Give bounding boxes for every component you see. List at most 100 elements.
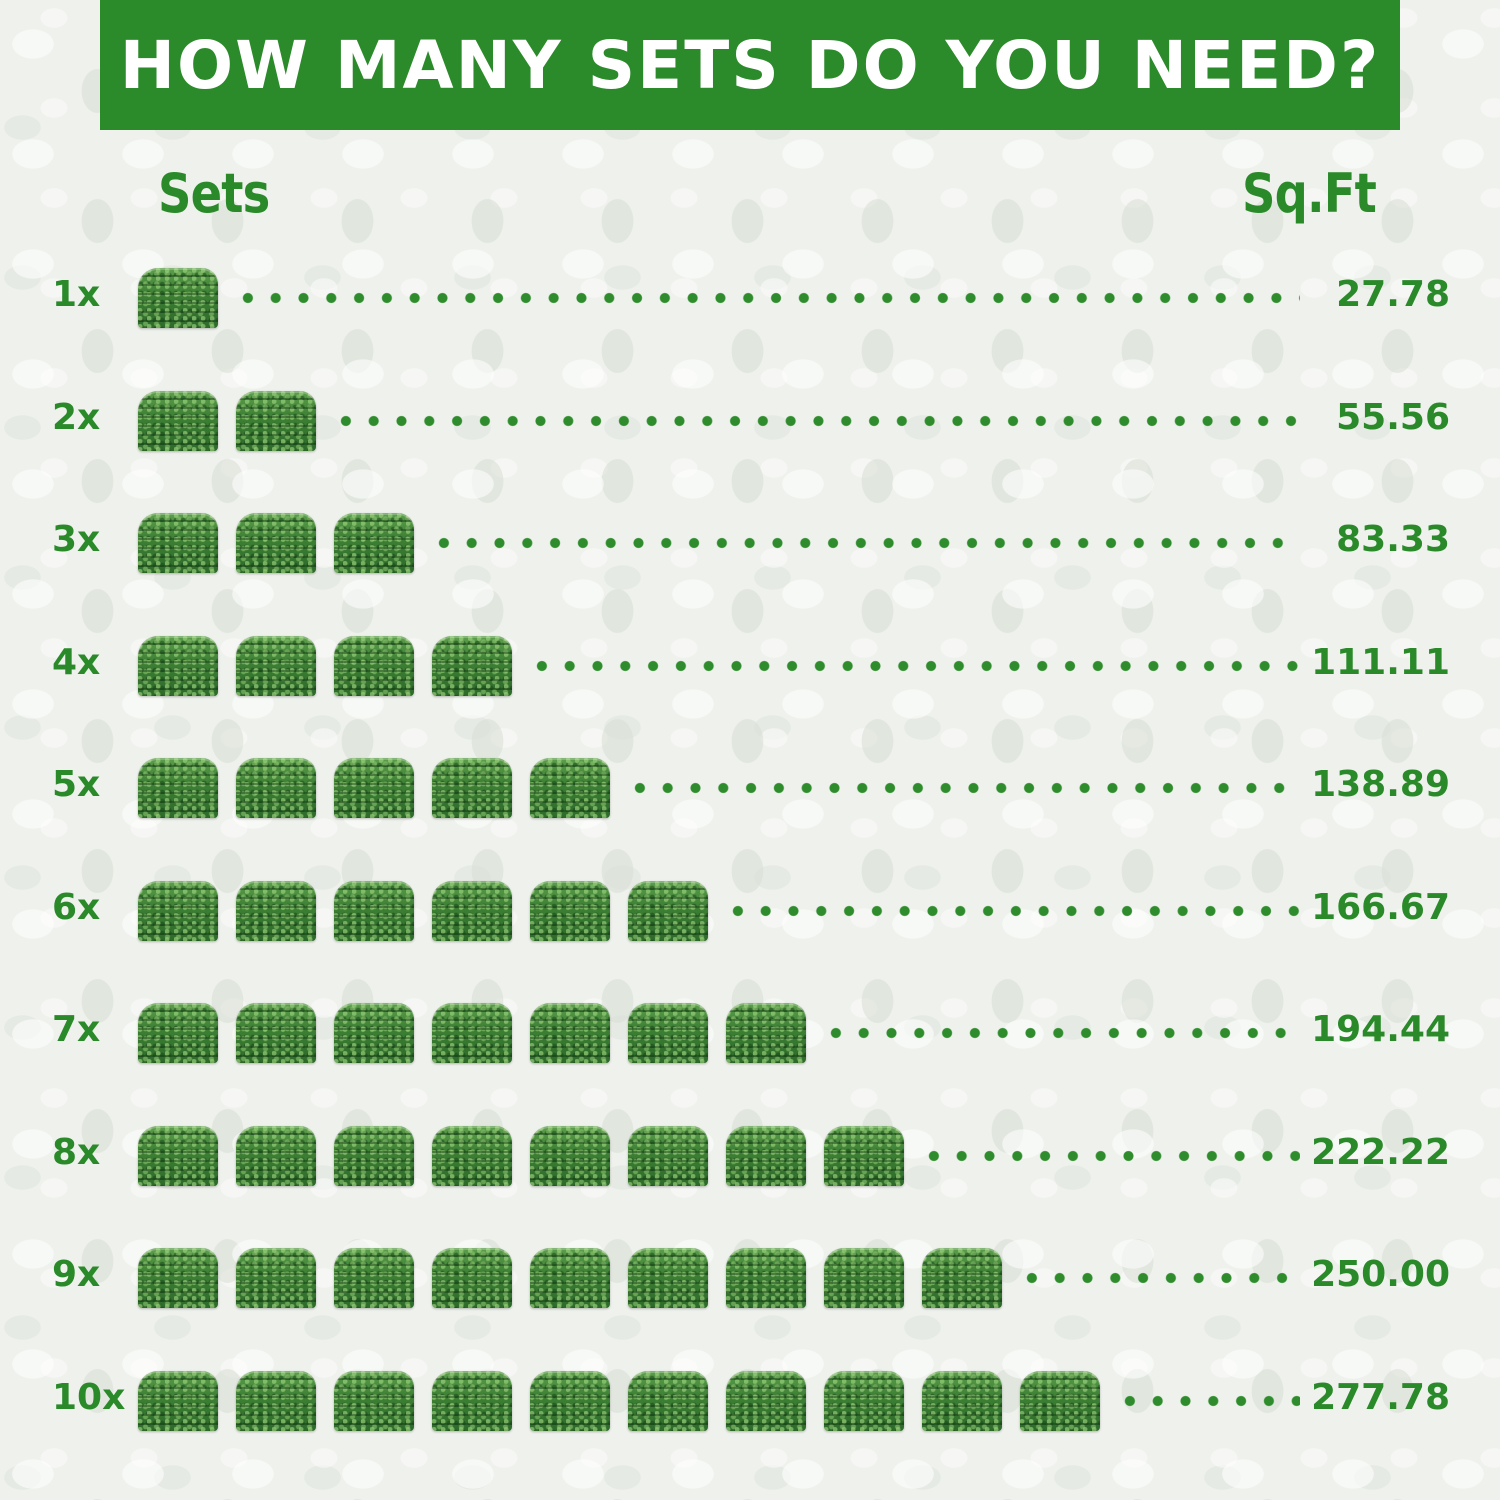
- grass-panel-set-icon: [236, 1003, 316, 1063]
- grass-panel-set-icon: [236, 1370, 316, 1431]
- grass-panel-set-icon: [138, 513, 218, 573]
- page-title: HOW MANY SETS DO YOU NEED?: [119, 26, 1381, 104]
- grass-panel-set-icon: [628, 1003, 708, 1063]
- set-count-label: 9x: [52, 1254, 101, 1295]
- sqft-value: 83.33: [1336, 519, 1450, 560]
- grass-panel-set-icon: [138, 880, 218, 941]
- grass-panel-set-icon: [236, 1125, 316, 1186]
- sqft-value: 194.44: [1311, 1009, 1450, 1050]
- grass-panel-set-icon: [530, 1125, 610, 1186]
- grass-panel-set-icon: [726, 1125, 806, 1186]
- grass-panel-set-icon: [530, 1003, 610, 1063]
- dotted-leader: [1116, 1394, 1300, 1407]
- grass-panel-set-icon: [432, 880, 512, 941]
- grass-panel-set-icon: [628, 1125, 708, 1186]
- grass-panel-set-icon: [726, 1370, 806, 1431]
- grass-panel-set-icon: [236, 758, 316, 818]
- grass-panel-set-icon: [432, 1125, 512, 1186]
- grass-panel-set-icon: [922, 1248, 1002, 1308]
- grass-panel-set-icon: [432, 635, 512, 696]
- grass-panel-set-icon: [1020, 1370, 1100, 1431]
- sqft-value: 277.78: [1311, 1376, 1450, 1418]
- sqft-value: 111.11: [1311, 641, 1450, 683]
- dotted-leader: [724, 904, 1300, 917]
- grass-panel-set-icon: [138, 635, 218, 696]
- grass-panel-set-icon: [138, 1003, 218, 1063]
- sqft-value: 27.78: [1336, 274, 1450, 315]
- set-count-label: 5x: [52, 764, 101, 805]
- grass-panel-set-icon: [236, 880, 316, 941]
- table-row: 3x 83.33: [0, 511, 1500, 575]
- table-row: 6x 166.67: [0, 879, 1500, 943]
- dotted-leader: [528, 659, 1300, 672]
- grass-panel-set-icon: [138, 268, 218, 328]
- grass-panel-set-icon: [726, 1248, 806, 1308]
- table-row: 7x 194.44: [0, 1001, 1500, 1065]
- table-row: 8x 222.22: [0, 1124, 1500, 1188]
- set-count-label: 8x: [52, 1131, 101, 1173]
- grass-panel-set-icon: [334, 635, 414, 696]
- grass-panel-set-icon: [824, 1248, 904, 1308]
- set-count-label: 2x: [52, 396, 101, 438]
- table-row: 5x 138.89: [0, 756, 1500, 820]
- grass-panel-set-icon: [922, 1370, 1002, 1431]
- set-count-label: 4x: [52, 641, 101, 683]
- set-count-label: 6x: [52, 886, 101, 928]
- sets-column-header: Sets: [158, 162, 270, 225]
- sqft-value: 138.89: [1311, 764, 1450, 805]
- grass-panel-set-icon: [138, 1125, 218, 1186]
- grass-panel-set-icon: [236, 635, 316, 696]
- grass-panel-set-icon: [334, 1370, 414, 1431]
- grass-panel-set-icon: [530, 880, 610, 941]
- grass-panel-set-icon: [236, 513, 316, 573]
- title-banner: HOW MANY SETS DO YOU NEED?: [100, 0, 1400, 130]
- grass-panel-set-icon: [628, 1248, 708, 1308]
- sqft-value: 166.67: [1311, 886, 1450, 928]
- grass-panel-set-icon: [530, 1248, 610, 1308]
- grass-panel-set-icon: [138, 758, 218, 818]
- set-count-label: 10x: [52, 1376, 126, 1418]
- grass-panel-set-icon: [334, 758, 414, 818]
- grass-panel-set-icon: [236, 390, 316, 451]
- dotted-leader: [430, 537, 1300, 549]
- grass-panel-set-icon: [432, 1003, 512, 1063]
- grass-panel-set-icon: [432, 1370, 512, 1431]
- table-row: 1x 27.78: [0, 266, 1500, 330]
- grass-panel-set-icon: [334, 513, 414, 573]
- grass-panel-set-icon: [138, 390, 218, 451]
- dotted-leader: [234, 292, 1300, 304]
- dotted-leader: [920, 1149, 1300, 1162]
- grass-panel-set-icon: [432, 758, 512, 818]
- grass-panel-set-icon: [236, 1248, 316, 1308]
- sqft-value: 55.56: [1336, 396, 1450, 438]
- table-row: 10x 277.78: [0, 1369, 1500, 1433]
- grass-panel-set-icon: [628, 1370, 708, 1431]
- grass-panel-set-icon: [726, 1003, 806, 1063]
- set-count-label: 3x: [52, 519, 101, 560]
- set-count-label: 7x: [52, 1009, 101, 1050]
- sqft-column-header: Sq.Ft: [1242, 162, 1377, 225]
- sqft-value: 250.00: [1311, 1254, 1450, 1295]
- grass-panel-set-icon: [334, 1125, 414, 1186]
- dotted-leader: [626, 782, 1300, 794]
- grass-panel-set-icon: [530, 758, 610, 818]
- grass-panel-set-icon: [334, 1248, 414, 1308]
- table-row: 9x 250.00: [0, 1246, 1500, 1310]
- grass-panel-set-icon: [628, 880, 708, 941]
- grass-panel-set-icon: [432, 1248, 512, 1308]
- table-row: 2x 55.56: [0, 389, 1500, 453]
- sqft-value: 222.22: [1311, 1131, 1450, 1173]
- table-row: 4x 111.11: [0, 634, 1500, 698]
- grass-panel-set-icon: [138, 1370, 218, 1431]
- dotted-leader: [822, 1027, 1300, 1039]
- grass-panel-set-icon: [138, 1248, 218, 1308]
- grass-panel-set-icon: [824, 1125, 904, 1186]
- dotted-leader: [332, 414, 1300, 427]
- grass-panel-set-icon: [334, 1003, 414, 1063]
- grass-panel-set-icon: [530, 1370, 610, 1431]
- grass-panel-set-icon: [824, 1370, 904, 1431]
- grass-panel-set-icon: [334, 880, 414, 941]
- dotted-leader: [1018, 1272, 1300, 1284]
- set-count-label: 1x: [52, 274, 101, 315]
